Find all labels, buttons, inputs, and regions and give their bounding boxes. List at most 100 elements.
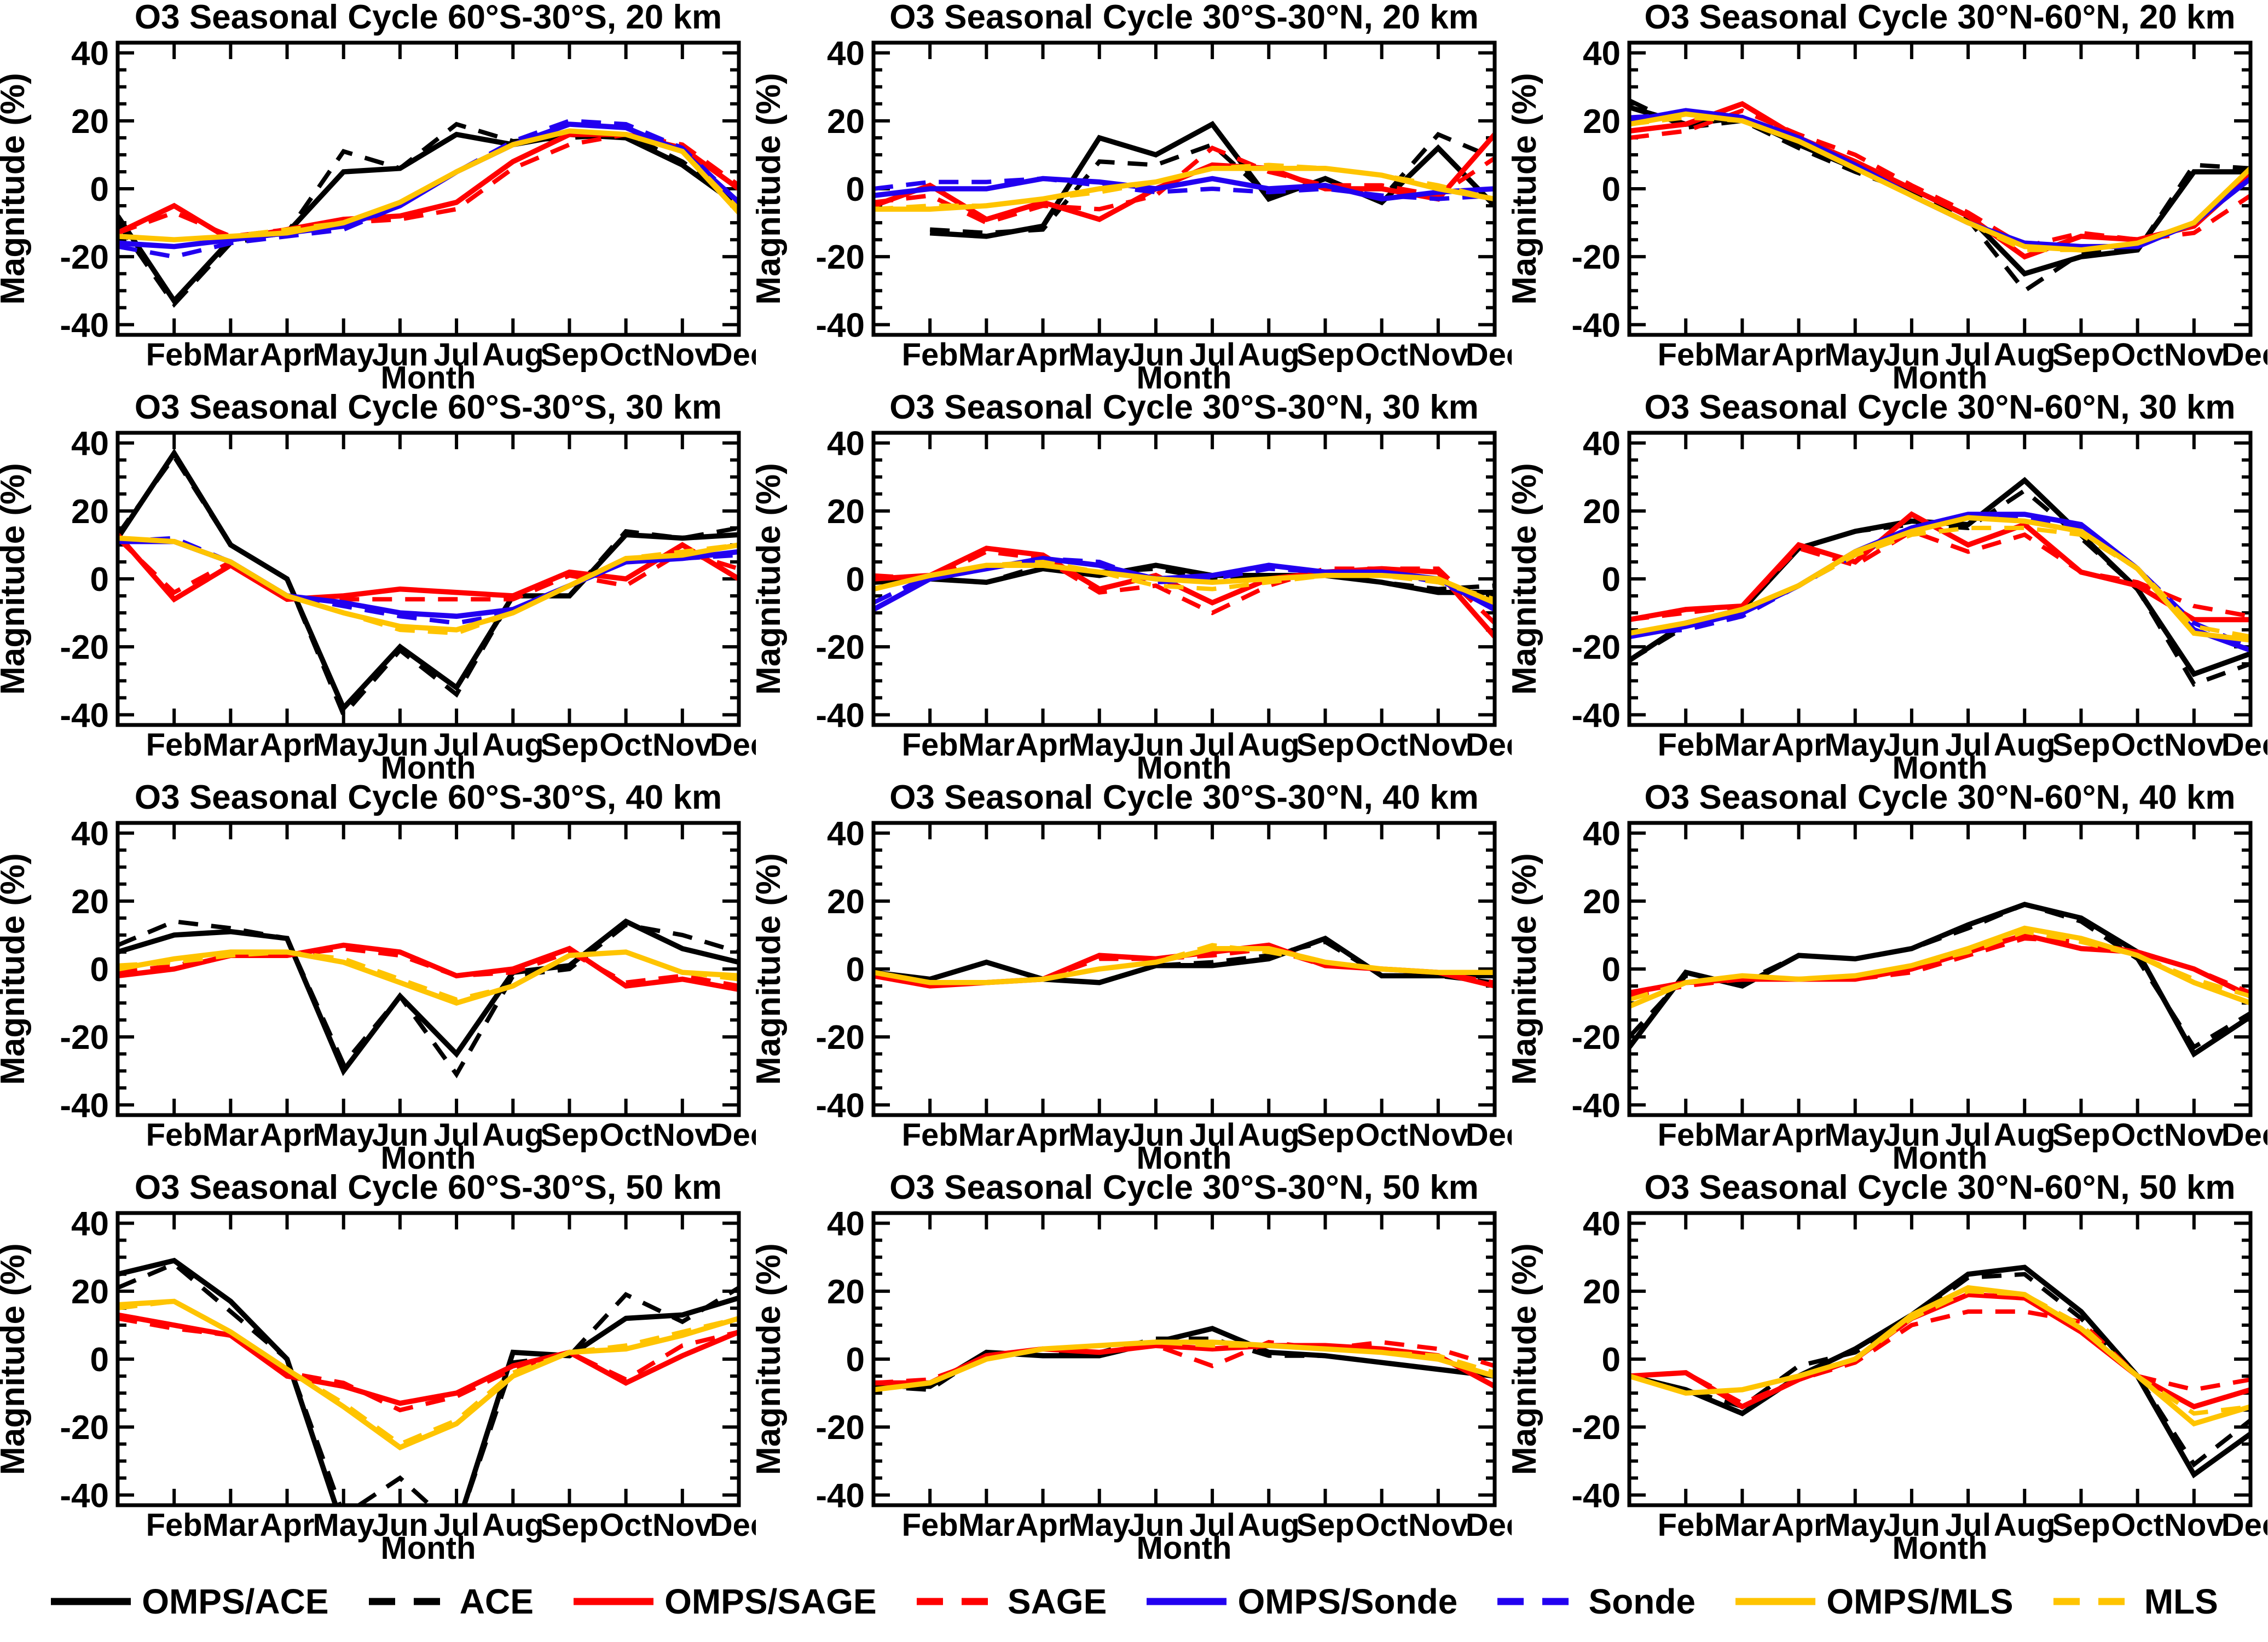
series-line-ace xyxy=(873,939,1495,985)
y-tick-label: -20 xyxy=(60,239,109,276)
y-axis-label: Magnitude (%) xyxy=(1512,1243,1543,1475)
x-tick-label: Apr xyxy=(1772,727,1826,763)
series-line-omps-sonde xyxy=(1629,512,2250,653)
x-tick-label: Sep xyxy=(1296,337,1354,373)
y-tick-label: -40 xyxy=(1571,306,1621,344)
x-tick-label: Aug xyxy=(1994,1507,2056,1543)
x-tick-label: Nov xyxy=(2164,1507,2224,1543)
x-tick-label: Jul xyxy=(1945,1117,1991,1153)
legend-label: ACE xyxy=(459,1581,534,1621)
x-tick-label: Jun xyxy=(1883,1117,1940,1153)
x-tick-label: Nov xyxy=(1408,1507,1468,1543)
y-tick-label: 20 xyxy=(71,883,109,921)
solid-line-swatch xyxy=(1735,1598,1816,1605)
x-tick-label: Nov xyxy=(1408,727,1468,763)
chart-o3-seasonal-cycle-60-s-30-s-20-km: O3 Seasonal Cycle 60°S-30°S, 20 km Magnit… xyxy=(0,0,756,390)
x-tick-label: Sep xyxy=(540,337,598,373)
x-tick-label: Jul xyxy=(1189,1117,1235,1153)
chart-svg: O3 Seasonal Cycle 30°S-30°N, 40 km Magnit… xyxy=(756,780,1512,1170)
series-group xyxy=(118,118,739,308)
x-tick-label: Oct xyxy=(599,727,652,763)
x-tick-label: Aug xyxy=(1238,1117,1300,1153)
x-tick-label: Jul xyxy=(433,727,479,763)
x-tick-label: Oct xyxy=(2111,337,2164,373)
x-tick-label: Mar xyxy=(1714,337,1771,373)
series-group xyxy=(873,120,1495,239)
x-tick-label: Jun xyxy=(1127,1117,1184,1153)
y-tick-label: -40 xyxy=(60,1087,109,1124)
plot-frame xyxy=(1627,1211,2253,1507)
plot-frame xyxy=(871,1211,1497,1507)
x-tick-label: Sep xyxy=(540,1117,598,1153)
x-tick-label: Apr xyxy=(260,1507,315,1543)
plot-frame xyxy=(115,431,741,727)
dashed-line-swatch xyxy=(2053,1598,2133,1605)
x-tick-label: May xyxy=(313,1117,374,1153)
x-tick-label: Jun xyxy=(372,1117,428,1153)
series-group xyxy=(118,918,739,1078)
x-tick-label: Apr xyxy=(1772,337,1826,373)
x-tick-label: Aug xyxy=(482,727,544,763)
y-tick-label: -20 xyxy=(815,1409,865,1447)
x-tick-label: Dec xyxy=(710,1117,756,1153)
plot-frame xyxy=(871,40,1497,337)
x-tick-label: Jun xyxy=(372,727,428,763)
x-axis-label: Month xyxy=(1137,750,1232,780)
x-tick-label: Apr xyxy=(1772,1507,1826,1543)
x-axis-label: Month xyxy=(1893,1140,1988,1170)
series-line-mls xyxy=(873,1339,1495,1392)
x-axis-label: Month xyxy=(1137,360,1232,390)
series-group xyxy=(873,1326,1495,1392)
x-tick-label: Sep xyxy=(1296,727,1354,763)
x-tick-label: Sep xyxy=(540,727,598,763)
legend-item-sage: SAGE xyxy=(916,1581,1107,1622)
y-tick-label: -20 xyxy=(1571,1409,1621,1447)
y-tick-label: -40 xyxy=(1571,1477,1621,1515)
series-group xyxy=(1629,1264,2250,1479)
x-tick-label: Aug xyxy=(1238,1507,1300,1543)
chart-title: O3 Seasonal Cycle 30°N-60°N, 40 km xyxy=(1644,780,2235,816)
chart-o3-seasonal-cycle-30-n-60-n-50-km: O3 Seasonal Cycle 30°N-60°N, 50 km Magnit… xyxy=(1512,1170,2267,1560)
x-tick-label: Oct xyxy=(1355,1117,1408,1153)
series-line-sage xyxy=(1629,1309,2250,1406)
x-tick-label: Feb xyxy=(902,1507,958,1543)
x-tick-label: Feb xyxy=(146,1507,202,1543)
series-line-omps-ace xyxy=(1629,477,2250,677)
chart-o3-seasonal-cycle-30-n-60-n-20-km: O3 Seasonal Cycle 30°N-60°N, 20 km Magnit… xyxy=(1512,0,2267,390)
y-tick-label: -40 xyxy=(60,1477,109,1515)
x-tick-label: Jun xyxy=(1127,1507,1184,1543)
y-tick-label: 40 xyxy=(827,35,865,73)
x-tick-label: Oct xyxy=(2111,1507,2164,1543)
y-tick-label: 40 xyxy=(1583,1205,1621,1243)
x-tick-label: May xyxy=(1824,337,1886,373)
series-line-mls xyxy=(118,949,739,1002)
y-axis-label: Magnitude (%) xyxy=(1512,73,1543,305)
x-tick-label: Nov xyxy=(652,727,713,763)
x-tick-label: Mar xyxy=(202,1117,259,1153)
series-line-ace xyxy=(873,563,1495,591)
x-tick-label: Sep xyxy=(2052,1117,2110,1153)
x-tick-label: Sep xyxy=(1296,1117,1354,1153)
chart-svg: O3 Seasonal Cycle 60°S-30°S, 30 km Magnit… xyxy=(0,390,756,780)
x-tick-label: Nov xyxy=(2164,337,2224,373)
chart-o3-seasonal-cycle-30-s-30-n-30-km: O3 Seasonal Cycle 30°S-30°N, 30 km Magnit… xyxy=(756,390,1512,780)
series-line-ace xyxy=(118,919,739,1078)
plot-frame xyxy=(115,821,741,1117)
series-group xyxy=(118,448,739,719)
chart-title: O3 Seasonal Cycle 30°S-30°N, 30 km xyxy=(889,390,1479,426)
x-tick-label: Jun xyxy=(1883,337,1940,373)
series-line-omps-sonde xyxy=(873,176,1495,202)
x-axis-label: Month xyxy=(1893,1530,1988,1560)
x-tick-label: Jul xyxy=(1945,337,1991,373)
x-tick-label: Aug xyxy=(482,1507,544,1543)
legend-label: OMPS/SAGE xyxy=(664,1581,877,1621)
x-axis-label: Month xyxy=(381,750,476,780)
x-tick-label: Jun xyxy=(1883,1507,1940,1543)
chart-svg: O3 Seasonal Cycle 30°N-60°N, 30 km Magnit… xyxy=(1512,390,2267,780)
series-group xyxy=(118,1257,739,1505)
x-tick-label: Mar xyxy=(958,1507,1015,1543)
x-tick-label: May xyxy=(313,337,374,373)
x-tick-label: Sep xyxy=(1296,1507,1354,1543)
